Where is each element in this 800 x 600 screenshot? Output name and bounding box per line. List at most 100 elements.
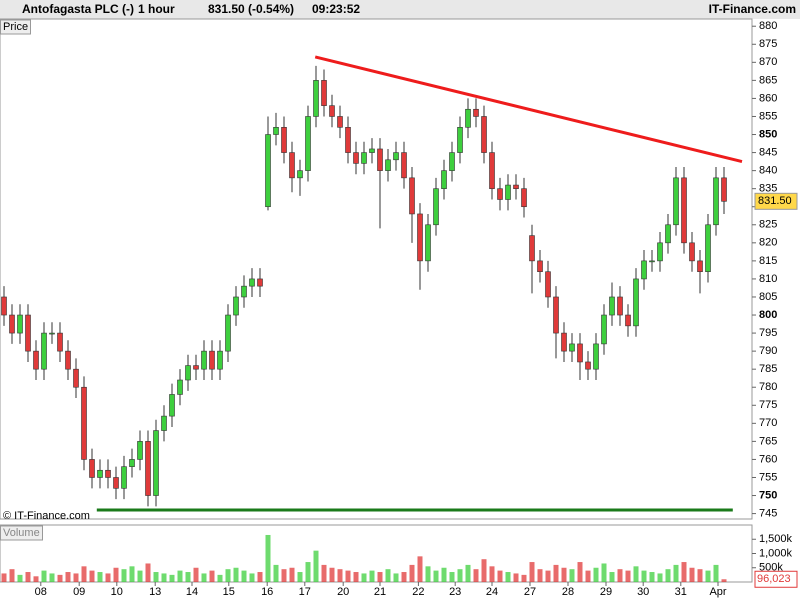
candle-body <box>49 332 55 335</box>
candle-body <box>569 343 575 352</box>
candle-body <box>697 260 703 273</box>
candle-body <box>297 170 303 179</box>
y-tick-label: 810 <box>759 273 777 285</box>
y-tick-label: 755 <box>759 471 777 483</box>
volume-bar <box>657 573 663 582</box>
volume-bar <box>553 564 559 582</box>
volume-bar <box>529 562 535 582</box>
volume-bar <box>225 569 231 582</box>
volume-bar <box>385 569 391 582</box>
volume-bar <box>481 559 487 582</box>
x-tick-label: 23 <box>449 586 461 598</box>
volume-bar <box>289 567 295 582</box>
candle-body <box>97 469 103 478</box>
volume-bar <box>145 563 151 582</box>
volume-bar <box>177 570 183 582</box>
volume-bar <box>433 570 439 582</box>
volume-bar <box>321 564 327 582</box>
candle-body <box>441 170 447 189</box>
candle-body <box>577 343 583 363</box>
time: 09:23:52 <box>312 2 360 16</box>
candle-body <box>273 127 279 135</box>
volume-bar <box>505 572 511 582</box>
volume-bar <box>369 570 375 582</box>
volume-bar <box>233 567 239 582</box>
y-tick-label: 785 <box>759 363 777 375</box>
x-tick-label: 09 <box>73 586 85 598</box>
y-tick-label: 795 <box>759 327 777 339</box>
candle-body <box>433 188 439 226</box>
volume-bar <box>609 572 615 582</box>
volume-bar <box>25 572 31 582</box>
candle-body <box>321 80 327 106</box>
candle-body <box>513 184 519 189</box>
volume-bar <box>641 570 647 582</box>
x-tick-label: 15 <box>223 586 235 598</box>
y-tick-label: 760 <box>759 453 777 465</box>
instrument: Antofagasta PLC (-) <box>22 2 134 16</box>
volume-bar <box>417 556 423 582</box>
volume-bar <box>249 573 255 582</box>
x-tick-label: 16 <box>261 586 273 598</box>
candle-body <box>617 296 623 316</box>
volume-tick-label: 500k <box>759 562 783 574</box>
y-tick-label: 805 <box>759 291 777 303</box>
candle-body <box>505 184 511 200</box>
x-tick-label: 31 <box>675 586 687 598</box>
y-tick-label: 820 <box>759 237 777 249</box>
x-tick-label: 14 <box>186 586 198 598</box>
candle-body <box>561 332 567 352</box>
candle-body <box>473 108 479 117</box>
candle-body <box>137 441 143 460</box>
y-tick-label: 865 <box>759 74 777 86</box>
candle-body <box>17 314 23 334</box>
y-tick-label: 850 <box>759 128 777 140</box>
candle-body <box>521 188 527 208</box>
candle-body <box>249 278 255 287</box>
candle-body <box>705 224 711 273</box>
volume-bar <box>209 570 215 582</box>
x-tick-label: 21 <box>374 586 386 598</box>
x-tick-label: 17 <box>299 586 311 598</box>
volume-bar <box>697 569 703 582</box>
candle-body <box>489 152 495 189</box>
candle-body <box>609 296 615 316</box>
volume-tick-label: 1,500k <box>759 533 793 545</box>
volume-bar <box>593 567 599 582</box>
candle-body <box>401 152 407 179</box>
header-bar <box>0 0 800 19</box>
candle-body <box>345 127 351 153</box>
candle-body <box>201 350 207 370</box>
volume-bar <box>393 573 399 582</box>
panel-label: Price <box>3 21 28 33</box>
volume-bar <box>473 569 479 582</box>
last-price-box <box>754 192 798 210</box>
candle-body <box>545 271 551 298</box>
candle-body <box>689 242 695 262</box>
candle-body <box>721 177 727 202</box>
volume-bar <box>49 573 55 582</box>
x-tick-label: 30 <box>637 586 649 598</box>
volume-bar <box>161 573 167 582</box>
x-tick-label: 27 <box>524 586 536 598</box>
candle-body <box>65 350 71 370</box>
candle-body <box>257 278 263 287</box>
candle-body <box>649 260 655 263</box>
volume-bar <box>617 569 623 582</box>
candle-body <box>33 350 39 370</box>
volume-bar <box>521 574 527 582</box>
volume-bar <box>281 569 287 582</box>
candle-body <box>73 368 79 388</box>
price-frame <box>0 18 753 520</box>
x-tick-label: 24 <box>486 586 498 598</box>
volume-bar <box>65 572 71 582</box>
candle-body <box>657 242 663 262</box>
x-tick-label: 13 <box>149 586 161 598</box>
interval: 1 hour <box>138 2 175 16</box>
candle-body <box>553 296 559 334</box>
copyright: © IT-Finance.com <box>3 510 90 522</box>
y-tick-label: 880 <box>759 20 777 32</box>
candle-body <box>265 134 271 208</box>
candle-body <box>217 350 223 370</box>
volume-bar <box>129 566 135 582</box>
